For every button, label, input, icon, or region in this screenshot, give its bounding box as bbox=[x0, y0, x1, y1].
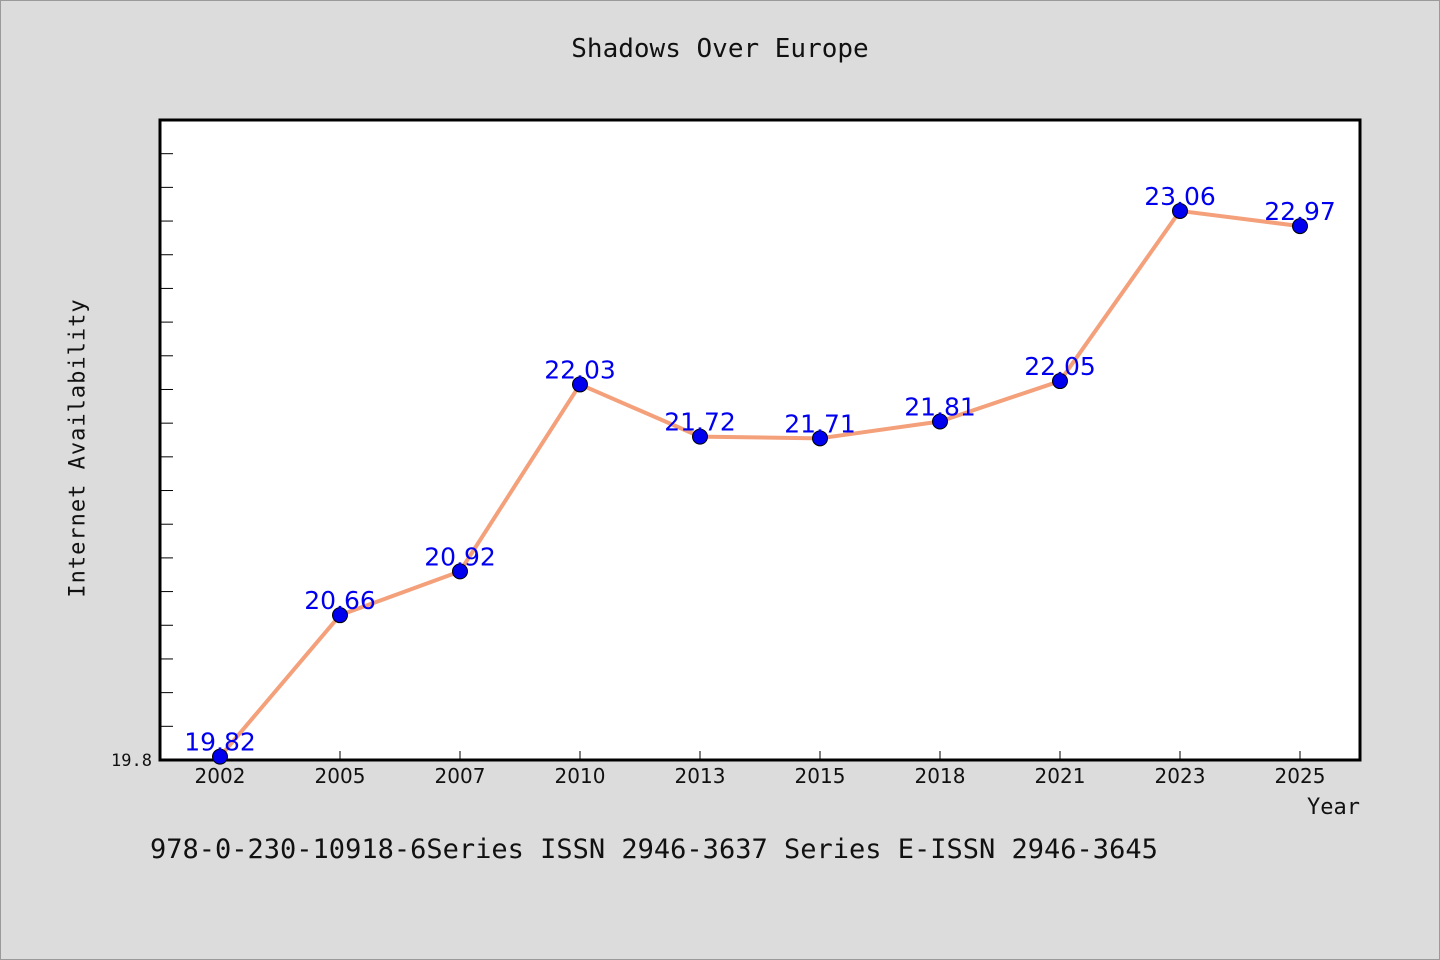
data-label: 21.72 bbox=[664, 408, 736, 437]
data-point bbox=[572, 376, 588, 393]
data-label: 20.66 bbox=[304, 586, 376, 615]
data-point bbox=[332, 607, 348, 624]
series-line bbox=[218, 208, 1301, 758]
data-label: 23.06 bbox=[1144, 182, 1216, 211]
x-tick-label: 2021 bbox=[1035, 764, 1086, 788]
x-tick-label: 2015 bbox=[795, 764, 846, 788]
footer-isbn-text: 978-0-230-10918-6Series ISSN 2946-3637 S… bbox=[150, 834, 1158, 865]
data-point bbox=[1292, 218, 1308, 235]
chart-title: Shadows Over Europe bbox=[571, 34, 869, 64]
data-point bbox=[812, 430, 828, 447]
x-tick-label: 2013 bbox=[675, 764, 726, 788]
x-tick-label: 2007 bbox=[435, 764, 486, 788]
x-tick-label: 2002 bbox=[195, 764, 246, 788]
data-label: 21.81 bbox=[904, 392, 976, 421]
data-label: 19.82 bbox=[184, 728, 256, 757]
data-label: 20.92 bbox=[424, 542, 496, 571]
x-tick-label: 2025 bbox=[1275, 764, 1326, 788]
x-axis-label: Year bbox=[1307, 795, 1360, 820]
data-point bbox=[932, 413, 948, 430]
x-tick-label: 2010 bbox=[555, 764, 606, 788]
data-point bbox=[692, 428, 708, 445]
data-label: 22.03 bbox=[544, 355, 616, 384]
y-tick-label: 19.8 bbox=[111, 751, 152, 771]
plot-area bbox=[158, 118, 1362, 762]
data-point bbox=[452, 563, 468, 580]
data-point bbox=[1052, 373, 1068, 390]
x-tick-label: 2023 bbox=[1155, 764, 1206, 788]
data-label: 21.71 bbox=[784, 409, 856, 438]
x-tick-label: 2005 bbox=[315, 764, 366, 788]
data-label: 22.97 bbox=[1264, 197, 1336, 226]
data-point bbox=[1172, 202, 1188, 219]
x-tick-label: 2018 bbox=[915, 764, 966, 788]
data-label: 22.05 bbox=[1024, 352, 1096, 381]
data-point bbox=[212, 748, 228, 765]
